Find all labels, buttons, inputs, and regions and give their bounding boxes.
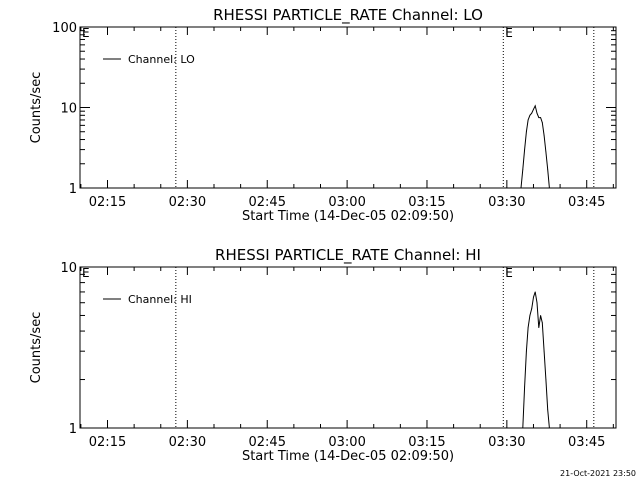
x-tick-label: 03:15 [408,435,445,450]
y-axis-label: Counts/sec [29,312,44,384]
data-point [533,108,534,110]
data-point [524,149,525,150]
x-axis-label: Start Time (14-Dec-05 02:09:50) [242,449,454,464]
data-point [531,308,533,310]
chart-title: RHESSI PARTICLE_RATE Channel: HI [215,246,481,265]
chart-panel-hi: RHESSI PARTICLE_RATE Channel: HI Start T… [29,246,617,464]
data-point [529,114,531,116]
chart-panel-lo: RHESSI PARTICLE_RATE Channel: LO Start T… [29,6,617,224]
data-point [522,427,524,429]
data-point [534,291,536,293]
data-point [527,327,529,329]
left-edge-marker-label: E [82,26,90,40]
x-tick-label: 02:30 [169,435,206,450]
x-tick-label: 03:15 [408,195,445,210]
data-point [536,112,538,114]
data-point [547,169,549,170]
data-point [538,327,540,329]
series-line [522,291,550,429]
x-tick-label: 03:30 [488,195,525,210]
data-point [541,122,543,123]
data-point [549,427,550,429]
data-point [529,315,531,316]
plot-frame [79,266,617,429]
y-tick-label: 1 [69,422,77,437]
legend-label: Channel: HI [128,293,192,306]
data-point [534,105,536,107]
y-tick-label: 10 [60,102,77,117]
time-marker-label: E [505,26,513,40]
x-tick-label: 02:15 [89,195,126,210]
data-point [547,409,549,411]
y-axis-label: Counts/sec [29,72,44,144]
data-point [536,302,538,304]
data-point [531,112,533,114]
data-point [540,117,541,118]
timestamp: 21-Oct-2021 23:50 [560,469,636,478]
data-point [538,117,540,118]
y-tick-label: 1 [69,182,77,197]
x-tick-label: 02:45 [249,195,286,210]
data-point [525,131,527,133]
data-point [549,187,550,189]
data-point [533,296,534,298]
x-tick-label: 02:15 [89,435,126,450]
x-tick-label: 03:30 [488,435,525,450]
left-edge-marker-label: E [82,266,90,280]
x-axis-label: Start Time (14-Dec-05 02:09:50) [242,209,454,224]
x-tick-label: 03:00 [328,195,365,210]
legend-label: Channel: LO [128,53,195,66]
y-tick-label: 10 [60,261,77,276]
x-tick-label: 02:30 [169,195,206,210]
data-point [545,151,547,153]
time-marker-label: E [505,266,513,280]
data-point [540,315,541,316]
data-point [524,386,525,388]
data-point [543,350,545,352]
data-point [541,322,543,324]
x-tick-label: 03:45 [568,195,605,210]
x-tick-label: 03:45 [568,435,605,450]
data-point [545,379,547,380]
x-tick-label: 02:45 [249,435,286,450]
data-point [525,350,527,352]
data-point [543,135,545,136]
data-point [520,187,522,189]
data-point [527,119,529,121]
chart-title: RHESSI PARTICLE_RATE Channel: LO [213,6,483,25]
data-point [522,169,524,170]
y-tick-label: 100 [52,21,77,36]
x-tick-label: 03:00 [328,435,365,450]
